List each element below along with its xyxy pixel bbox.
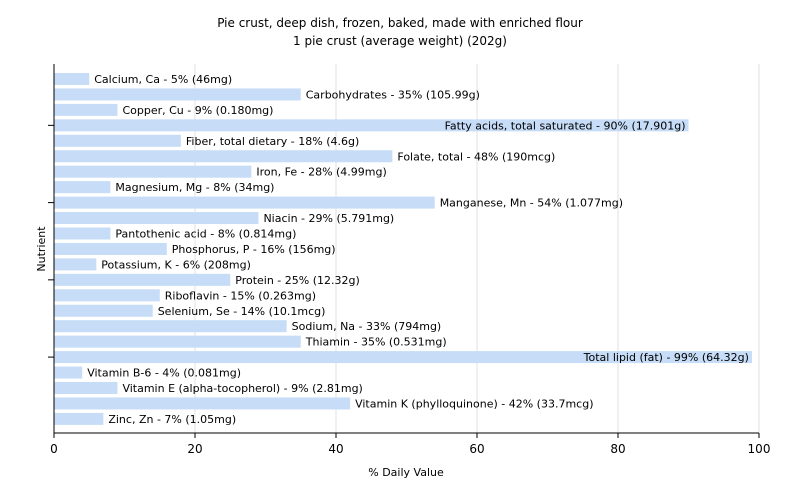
x-tick-label: 80 [610, 442, 625, 456]
bar [54, 273, 231, 286]
bar-label: Carbohydrates - 35% (105.99g) [306, 88, 480, 101]
bar [54, 366, 83, 379]
bar-label: Fiber, total dietary - 18% (4.6g) [186, 135, 359, 148]
bar-label: Fatty acids, total saturated - 90% (17.9… [445, 119, 686, 132]
bar-label: Calcium, Ca - 5% (46mg) [94, 73, 232, 86]
bar [54, 165, 252, 178]
bar-label: Total lipid (fat) - 99% (64.32g) [583, 351, 749, 364]
bar [54, 181, 111, 194]
bar [54, 382, 118, 394]
bar-label: Thiamin - 35% (0.531mg) [305, 336, 447, 349]
bar-label: Copper, Cu - 9% (0.180mg) [122, 104, 273, 117]
bar [54, 196, 435, 209]
bar-label: Riboflavin - 15% (0.263mg) [165, 289, 316, 302]
bar-label: Potassium, K - 6% (208mg) [101, 258, 251, 271]
y-axis-label: Nutrient [35, 226, 48, 272]
bar [54, 88, 301, 101]
bar-label: Phosphorus, P - 16% (156mg) [172, 243, 336, 256]
bar-label: Niacin - 29% (5.791mg) [263, 212, 394, 225]
bar-label: Pantothenic acid - 8% (0.814mg) [115, 228, 296, 241]
bar [54, 304, 153, 317]
x-tick-label: 0 [50, 442, 58, 456]
bar [54, 150, 393, 163]
bar [54, 73, 90, 85]
x-tick-label: 60 [469, 442, 484, 456]
bar [54, 289, 160, 302]
chart-title: Pie crust, deep dish, frozen, baked, mad… [217, 16, 583, 30]
bar [54, 134, 181, 147]
bar-label: Vitamin K (phylloquinone) - 42% (33.7mcg… [355, 397, 593, 410]
bar-label: Vitamin E (alpha-tocopherol) - 9% (2.81m… [122, 382, 362, 395]
bar-label: Iron, Fe - 28% (4.99mg) [256, 166, 386, 179]
bar [54, 103, 118, 116]
bar-label: Manganese, Mn - 54% (1.077mg) [440, 197, 623, 210]
x-tick-label: 100 [748, 442, 771, 456]
bar-label: Vitamin B-6 - 4% (0.081mg) [87, 367, 241, 380]
bar-label: Folate, total - 48% (190mcg) [397, 150, 555, 163]
chart-subtitle: 1 pie crust (average weight) (202g) [293, 34, 507, 48]
bar [54, 212, 259, 225]
bar [54, 320, 287, 333]
bar [54, 397, 351, 410]
bar-label: Magnesium, Mg - 8% (34mg) [115, 181, 274, 194]
bar [54, 351, 752, 364]
bar [54, 119, 689, 132]
bar [54, 335, 301, 348]
bar-label: Protein - 25% (12.32g) [235, 274, 360, 287]
bar [54, 227, 111, 240]
bar [54, 412, 104, 425]
bars: Calcium, Ca - 5% (46mg) Carbohydrates - 3… [54, 73, 752, 426]
axes: 0 20 40 60 80 100 [48, 64, 770, 456]
bar-label: Zinc, Zn - 7% (1.05mg) [108, 413, 236, 426]
x-tick-label: 40 [328, 442, 343, 456]
bar [54, 242, 167, 255]
x-tick-label: 20 [187, 442, 202, 456]
x-axis-label: % Daily Value [368, 466, 444, 479]
bar [54, 258, 97, 271]
bar-label: Selenium, Se - 14% (10.1mcg) [158, 305, 326, 318]
bar-label: Sodium, Na - 33% (794mg) [292, 320, 442, 333]
